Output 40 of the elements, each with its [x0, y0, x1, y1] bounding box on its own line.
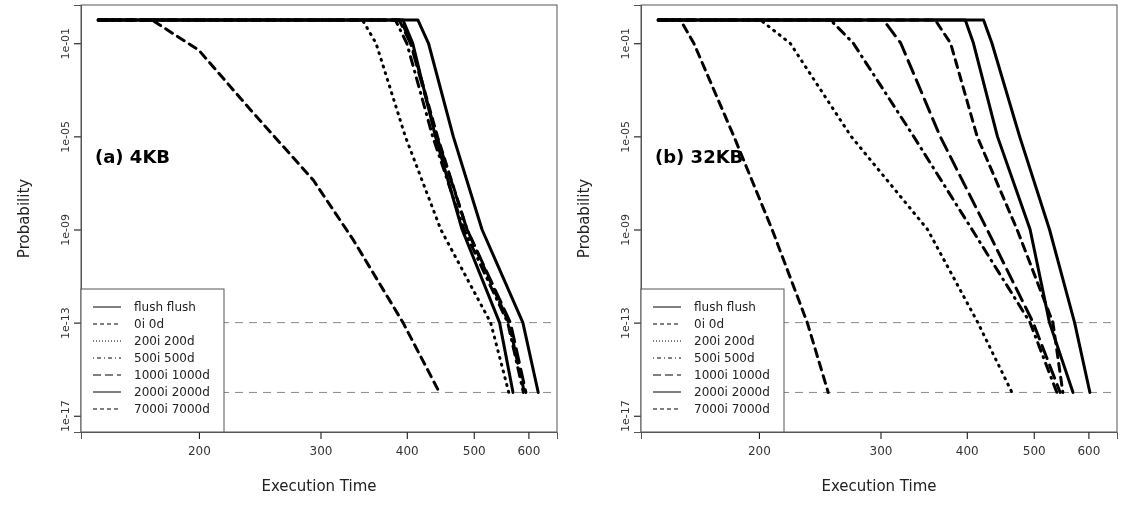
legend-label: flush flush — [694, 300, 756, 314]
y-tick-label: 1e-09 — [619, 214, 632, 246]
annotation: (b) 32KB — [655, 146, 744, 167]
x-tick-label: 300 — [309, 444, 333, 459]
y-tick-label: 1e-17 — [619, 400, 632, 433]
y-tick-label: 1e-05 — [59, 121, 72, 153]
x-tick-label: 300 — [869, 444, 893, 459]
legend-label: 7000i 7000d — [134, 402, 210, 416]
x-tick-label: 500 — [1022, 444, 1046, 459]
x-tick-label: 600 — [1077, 444, 1101, 459]
y-tick-label: 1e-17 — [59, 400, 72, 433]
x-tick-label: 200 — [747, 444, 771, 459]
y-tick-label: 1e-13 — [59, 307, 72, 339]
y-axis-title: Probability — [15, 178, 33, 259]
x-axis-title: Execution Time — [261, 477, 377, 495]
annotation: (a) 4KB — [95, 146, 171, 167]
legend-label: 500i 500d — [694, 351, 755, 365]
legend-label: 7000i 7000d — [694, 402, 770, 416]
legend-label: 200i 200d — [694, 334, 755, 348]
y-tick-label: 1e-09 — [59, 214, 72, 246]
legend-label: 2000i 2000d — [694, 385, 770, 399]
y-tick-label: 1e-13 — [619, 307, 632, 339]
x-axis-title: Execution Time — [821, 477, 937, 495]
y-tick-label: 1e-01 — [619, 27, 632, 60]
x-tick-label: 400 — [395, 444, 419, 459]
x-tick-label: 400 — [955, 444, 979, 459]
legend-label: 0i 0d — [694, 317, 725, 331]
legend-label: 500i 500d — [134, 351, 195, 365]
x-tick-label: 200 — [187, 444, 211, 459]
y-tick-label: 1e-01 — [59, 27, 72, 60]
legend-label: 1000i 1000d — [134, 368, 210, 382]
legend-label: 1000i 1000d — [694, 368, 770, 382]
x-tick-label: 500 — [462, 444, 486, 459]
legend-label: flush flush — [134, 300, 196, 314]
y-tick-label: 1e-05 — [619, 121, 632, 153]
x-tick-label: 600 — [517, 444, 541, 459]
legend-label: 2000i 2000d — [134, 385, 210, 399]
legend-label: 0i 0d — [134, 317, 165, 331]
legend-label: 200i 200d — [134, 334, 195, 348]
y-axis-title: Probability — [575, 178, 593, 259]
